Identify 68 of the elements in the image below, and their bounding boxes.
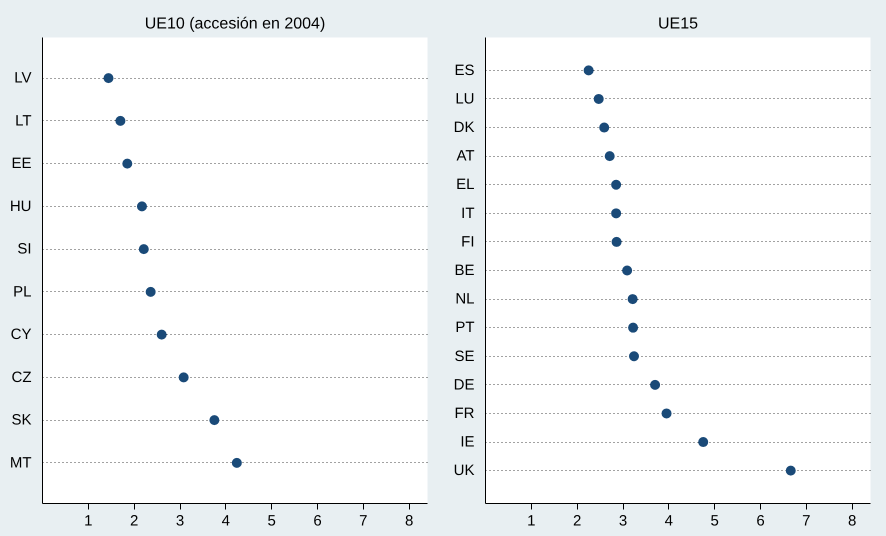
x-tick-label: 5 (710, 512, 719, 530)
point (650, 380, 660, 390)
point (662, 408, 672, 418)
chart-title: UE10 (accesión en 2004) (144, 16, 326, 32)
y-tick-label: MT (10, 454, 32, 472)
x-tick-label: 7 (802, 512, 811, 530)
point (584, 65, 594, 76)
y-tick-label: CY (10, 326, 32, 344)
point (628, 294, 638, 304)
x-tick-label: 2 (130, 512, 138, 530)
x-tick-label: 3 (176, 512, 184, 530)
x-tick-label: 6 (756, 512, 765, 530)
point (599, 122, 610, 133)
y-tick-label: FI (461, 233, 475, 250)
x-tick-label: 4 (222, 512, 230, 530)
y-tick-label: DK (454, 119, 475, 136)
point (698, 437, 708, 448)
y-tick-label: ES (454, 62, 475, 79)
point (122, 158, 132, 169)
x-tick-label: 1 (84, 512, 93, 530)
y-tick-label: DE (454, 376, 475, 394)
point (604, 151, 615, 162)
point (786, 466, 796, 476)
point (612, 236, 622, 247)
point (611, 208, 622, 218)
x-tick-label: 4 (664, 512, 674, 530)
y-tick-label: HU (10, 198, 32, 215)
y-tick-label: EE (11, 155, 32, 172)
y-tick-label: IT (461, 204, 475, 222)
point (628, 322, 638, 333)
x-tick-label: 2 (572, 512, 582, 530)
y-tick-label: AT (456, 148, 475, 165)
point (104, 73, 114, 84)
y-tick-label: CZ (12, 368, 32, 386)
y-tick-label: IE (460, 434, 475, 451)
y-tick-label: SK (11, 412, 32, 429)
y-tick-label: FR (454, 404, 475, 422)
point (115, 116, 126, 126)
y-tick-label: PT (455, 319, 475, 336)
y-tick-label: LV (14, 70, 32, 87)
x-tick-label: 7 (359, 512, 368, 530)
point (178, 372, 189, 382)
chart-title: UE15 (658, 16, 698, 32)
x-tick-label: 8 (848, 512, 856, 530)
point (611, 180, 622, 190)
y-tick-label: BE (454, 262, 475, 279)
y-tick-label: SE (454, 348, 475, 365)
point (146, 286, 156, 297)
y-tick-label: PL (13, 283, 32, 300)
y-tick-label: UK (454, 462, 475, 480)
x-tick-label: 6 (313, 512, 322, 530)
y-tick-label: SI (17, 240, 32, 258)
point (138, 244, 149, 254)
point (136, 201, 147, 212)
point (232, 458, 242, 468)
point (156, 330, 167, 340)
point (209, 415, 220, 426)
x-tick-label: 3 (618, 512, 628, 530)
y-tick-label: LU (455, 90, 475, 108)
x-tick-label: 5 (267, 512, 276, 530)
x-tick-label: 1 (527, 512, 536, 530)
point (629, 351, 639, 362)
y-tick-label: EL (456, 176, 475, 194)
point (622, 266, 632, 276)
x-tick-label: 8 (404, 512, 414, 530)
point (594, 94, 604, 104)
y-tick-label: NL (455, 290, 475, 308)
y-tick-label: LT (15, 112, 32, 130)
